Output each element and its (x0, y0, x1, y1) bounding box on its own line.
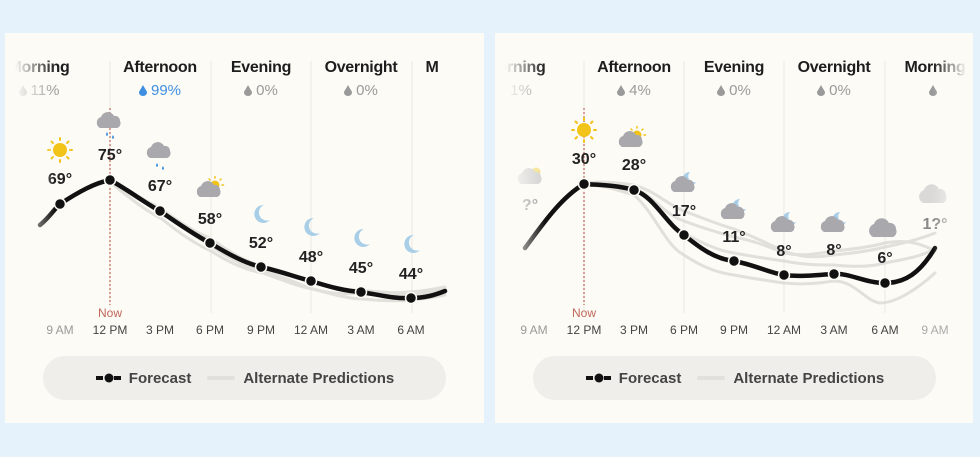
cloudy-night-icon (670, 171, 696, 192)
period-name: Afternoon (597, 59, 671, 76)
temperature-chart (37, 61, 448, 313)
precip-chance: 0% (684, 82, 784, 99)
period-name: Afternoon (123, 59, 197, 76)
precip-chance: 0% (311, 82, 411, 99)
cloudy-night-icon (770, 211, 796, 232)
edge-fade (495, 33, 545, 333)
time-label: 9 PM (246, 323, 276, 337)
precip-chance: 4% (584, 82, 684, 99)
temp-label: 8° (826, 242, 842, 259)
time-label: 12 PM (92, 323, 128, 337)
forecast-line (37, 177, 448, 301)
rain-cloud-icon (146, 142, 171, 170)
time-label: 9 PM (719, 323, 749, 337)
forecast-points (53, 173, 418, 305)
precip-chance: 0% (784, 82, 884, 99)
temp-label: 28° (621, 157, 647, 174)
time-label: 12 AM (293, 323, 329, 337)
forecast-card-fahrenheit: Morning 11% Afternoon 99% Evening 0% Ove… (5, 33, 484, 423)
period-overnight: Overnight 0% (784, 59, 884, 99)
period-evening: Evening 0% (211, 59, 311, 99)
moon-icon (304, 217, 320, 236)
time-label: 9 AM (46, 323, 74, 337)
period-afternoon: Afternoon 4% (584, 59, 684, 99)
forecast-card-celsius: Morning 1% Afternoon 4% Evening 0% Overn… (495, 33, 973, 423)
edge-fade (933, 33, 973, 333)
period-name: Evening (703, 59, 765, 76)
raindrop-icon (244, 85, 253, 96)
now-label: Now (97, 306, 123, 320)
time-label: 9 AM (520, 323, 548, 337)
moon-icon (254, 204, 270, 223)
chart-legend: Forecast Alternate Predictions (43, 356, 446, 400)
legend-alternate-label: Alternate Predictions (733, 369, 885, 387)
period-morning-next: M (412, 59, 452, 77)
time-label: 9 AM (921, 323, 949, 337)
moon-icon (404, 234, 420, 253)
time-label: 12 AM (766, 323, 802, 337)
temp-label: 75° (97, 147, 123, 164)
temp-label: 58° (197, 211, 223, 228)
period-afternoon: Afternoon 99% (110, 59, 210, 99)
precip-chance: 99% (110, 82, 210, 99)
forecast-legend-icon (95, 373, 122, 383)
raindrop-icon (138, 85, 147, 96)
temp-label: 48° (298, 249, 324, 266)
period-name: Overnight (324, 59, 398, 76)
period-evening: Evening 0% (684, 59, 784, 99)
time-label: 3 PM (619, 323, 649, 337)
forecast-legend-icon (585, 373, 612, 383)
period-overnight: Overnight 0% (311, 59, 411, 99)
time-label: 3 PM (145, 323, 175, 337)
time-label: 6 PM (195, 323, 225, 337)
temp-label: 6° (877, 250, 893, 267)
partly-cloudy-icon (196, 175, 225, 197)
period-dividers (109, 61, 413, 313)
time-label: 6 AM (871, 323, 899, 337)
alternate-legend-icon (697, 376, 726, 380)
time-label: 3 AM (820, 323, 848, 337)
temp-label: 11° (722, 229, 746, 246)
period-name: Evening (230, 59, 292, 76)
raindrop-icon (817, 85, 826, 96)
chart-legend: Forecast Alternate Predictions (533, 356, 936, 400)
time-label: 6 AM (397, 323, 425, 337)
moon-icons (254, 204, 420, 253)
temp-label: 67° (147, 178, 173, 195)
now-label: Now (571, 306, 597, 320)
sun-icon (571, 117, 597, 143)
precip-chance: 0% (211, 82, 311, 99)
temp-label: 45° (348, 260, 374, 277)
legend-alternate-label: Alternate Predictions (243, 369, 395, 387)
period-name: M (425, 59, 439, 76)
time-label: 12 PM (566, 323, 602, 337)
alternate-prediction-lines (108, 178, 447, 303)
rain-cloud-icon (96, 112, 121, 139)
time-label: 3 AM (347, 323, 375, 337)
raindrop-icon (344, 85, 353, 96)
cloudy-night-icon (820, 211, 846, 232)
legend-forecast-label: Forecast (128, 369, 192, 387)
time-label: 6 PM (669, 323, 699, 337)
temp-label: 44° (398, 266, 424, 283)
partly-cloudy-icon (618, 125, 647, 147)
edge-fade (5, 33, 55, 333)
raindrop-icon (617, 85, 626, 96)
forecast-points (577, 177, 892, 290)
temp-label: 52° (248, 235, 274, 252)
moon-icon (354, 228, 370, 247)
period-name: Overnight (797, 59, 871, 76)
temp-label: 8° (776, 243, 792, 260)
cloudy-night-icon (720, 198, 746, 219)
cloud-icon (869, 218, 897, 237)
alternate-legend-icon (207, 376, 236, 380)
temp-label: 17° (671, 203, 697, 220)
legend-forecast-label: Forecast (618, 369, 682, 387)
raindrop-icon (717, 85, 726, 96)
temp-label: 30° (571, 151, 597, 168)
